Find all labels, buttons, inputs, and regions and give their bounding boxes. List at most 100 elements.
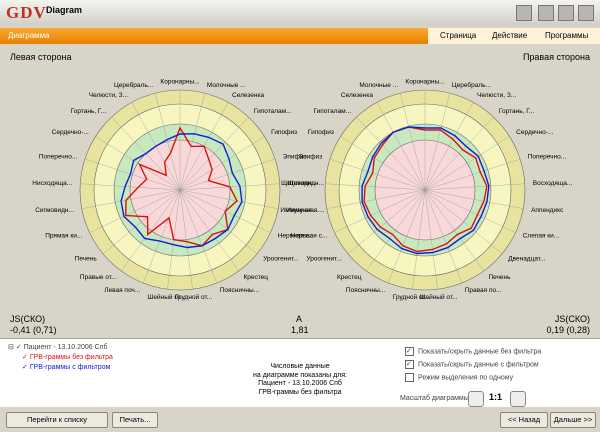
spoke [424,116,494,191]
sector-label: Печень [75,256,98,263]
tree-root[interactable]: ⊟ ✓ Пациент - 13.10.2006 Спб [8,344,108,351]
spoke [121,189,181,272]
spoke [179,158,276,191]
spoke [179,93,206,191]
spoke [95,136,181,191]
list-button[interactable]: Перейти к списку испытуемых [6,412,108,432]
checkbox[interactable] [405,373,414,382]
sector-label: Аппендикс [531,207,564,214]
zoom-out[interactable] [510,391,526,407]
sector-label: Восходяща... [533,180,573,187]
tree-item[interactable]: ✓ ГРВ-граммы с фильтром [22,364,111,371]
sector-label: Шейный от... [420,293,458,301]
checkbox[interactable]: ✓ [405,360,414,369]
zoom-label: Масштаб диаграммы [400,395,469,402]
spoke [424,158,521,191]
sector-label: Поясничны... [346,287,386,294]
option[interactable]: ✓ Показать/скрыть данные без фильтра [405,347,541,356]
sector-label: Гортань, Г... [71,108,107,115]
spoke [89,189,181,233]
option[interactable]: ✓ Показать/скрыть данные с фильтром [405,360,539,369]
help-button[interactable] [516,5,532,21]
sector-label: Молочные ... [207,82,246,89]
spoke [424,183,525,191]
stat-value: 0,19 (0,28) [546,325,590,335]
close-button[interactable] [578,5,594,21]
sector-label: Правые от... [80,274,117,281]
sector-label: Сигмовидн... [35,207,74,214]
tree-item[interactable]: ✓ ГРВ-граммы без фильтра [22,354,113,361]
spoke [399,93,426,191]
sector-label: Поперечно... [528,153,567,160]
sector-label: Сердечно-... [516,129,553,136]
option[interactable]: Режим выделения по одному [405,373,513,382]
spoke [412,189,426,290]
spoke [179,189,239,272]
spoke [340,136,426,191]
left-title: Левая сторона [10,52,72,62]
stat-value: 1,81 [291,325,309,335]
sector-label: Гипоталам... [313,108,351,115]
back-button[interactable]: << Назад [500,412,548,428]
sector-label: Грудной от... [393,293,431,301]
sector-label: Уроогенит... [306,256,342,263]
sector-label: Иммунная ... [280,207,319,214]
spoke [179,189,279,209]
sector-label: Сердечно-... [52,129,89,136]
spoke [347,189,426,254]
spoke [424,189,438,290]
spoke [179,189,217,284]
sector-label: Эпифиз [298,153,322,160]
spoke [424,102,474,191]
menu-bar: Диаграмма Страница Действие Программы [0,28,600,44]
sector-label: Церебраль... [114,81,153,89]
info: Числовые данные на диаграмме показаны дл… [250,363,350,397]
maximize-button[interactable] [558,5,574,21]
sector-label: Крестец [243,274,268,281]
sector-label: Поперечно... [39,153,78,160]
tree-item-label: ГРВ-граммы с фильтром [29,364,111,371]
spoke [102,189,181,254]
zoom-in[interactable] [468,391,484,407]
print-button[interactable]: Печать... [112,412,158,428]
logo: GDV [6,3,47,22]
sector-label: Двенадцат... [508,256,545,263]
sector-label: Челюсти, З... [89,92,128,99]
bottom-panel: ⊟ ✓ Пациент - 13.10.2006 Спб ✓ ГРВ-грамм… [0,338,600,407]
sector-label: Гипофиз [271,129,297,136]
spoke [179,189,258,254]
spoke [376,102,426,191]
spoke [154,93,181,191]
sector-label: Нервная с... [291,233,328,240]
spoke [179,189,193,290]
sector-label: Эпифиз [283,153,307,160]
spoke [143,189,181,284]
sector-label: Коронарны... [160,79,199,86]
minimize-button[interactable] [538,5,554,21]
sector-label: Гипофиз [308,129,334,136]
spoke [334,189,426,233]
spoke [424,189,524,209]
spoke [356,116,426,191]
menu-item[interactable]: Программы [545,31,589,40]
menu: Страница Действие Программы [428,28,600,44]
spoke [424,189,516,233]
tree-root-label: Пациент - 13.10.2006 Спб [23,344,108,351]
menu-item[interactable]: Действие [492,31,528,40]
sector-label: Правая по... [465,287,502,294]
sector-label: Нисходяща... [32,180,72,187]
checkbox[interactable]: ✓ [405,347,414,356]
info-line: Числовые данные [270,363,330,370]
menu-item[interactable]: Страница [440,31,477,40]
sector-label: Нервная с... [278,233,315,240]
sector-label: Уроогенит... [263,256,299,263]
series-line [120,133,243,249]
spoke [424,189,484,272]
stat-label: A [296,314,303,324]
sector-label: Щитовидн... [288,180,324,187]
zoom-reset[interactable]: 1:1 [489,392,503,402]
tree-item-label: ГРВ-граммы без фильтра [29,354,113,361]
spoke [84,158,181,191]
next-button[interactable]: Дальше >> [550,412,596,428]
spoke [325,183,426,191]
